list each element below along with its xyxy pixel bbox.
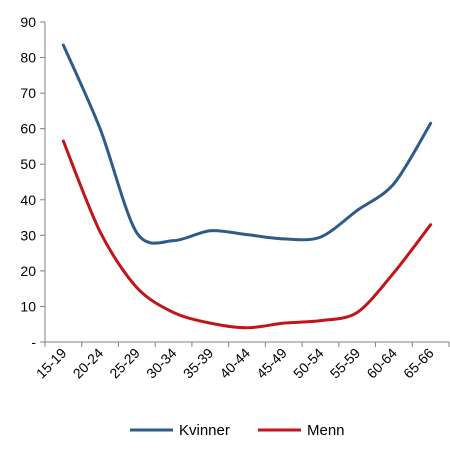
x-tick-label: 25-29 [106,345,143,382]
x-tick-label: 45-49 [253,345,290,382]
y-tick-label: 50 [20,156,36,172]
x-tick-label: 40-44 [216,345,253,382]
y-tick-label: 60 [20,121,36,137]
x-tick-label: 20-24 [70,345,107,382]
y-tick-label: 10 [20,298,36,314]
x-tick-label: 35-39 [180,345,217,382]
series-line-kvinner [61,43,433,245]
y-tick-label: - [31,334,36,350]
x-tick-label: 60-64 [363,345,400,382]
x-tick-label: 55-59 [327,345,364,382]
series-lines [61,43,433,330]
y-axis-ticks: - 10 20 30 40 50 60 70 80 90 [20,14,45,350]
y-tick-label: 70 [20,85,36,101]
x-axis-ticks: 15-19 20-24 25-29 30-34 35-39 40-44 45-49 50-54… [33,342,450,382]
y-tick-label: 40 [20,192,36,208]
legend-label: Kvinner [179,422,230,439]
x-tick-label: 15-19 [33,345,70,382]
x-tick-label: 65-66 [400,345,437,382]
y-tick-label: 20 [20,263,36,279]
x-tick-label: 30-34 [143,345,180,382]
y-tick-label: 80 [20,50,36,66]
series-line-menn [61,139,433,330]
y-tick-label: 30 [20,227,36,243]
legend-label: Menn [307,422,345,439]
legend: Kvinner Menn [130,422,345,439]
axes [44,22,449,343]
x-tick-label: 50-54 [290,345,327,382]
y-tick-label: 90 [20,14,36,30]
